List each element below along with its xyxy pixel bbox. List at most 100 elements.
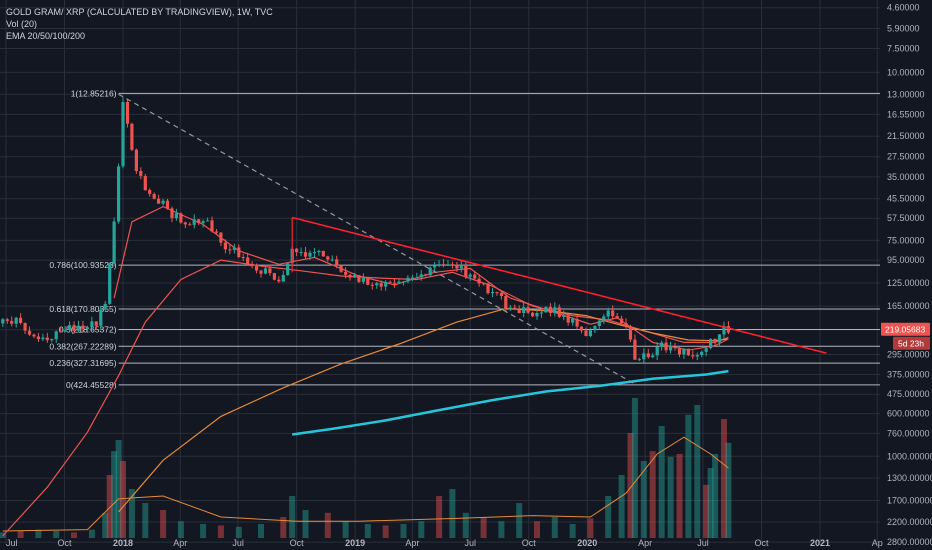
candle-body <box>499 292 503 296</box>
candle-body <box>103 303 107 310</box>
candle-body <box>726 325 730 333</box>
price-tick-label: 475.00000 <box>887 389 930 399</box>
time-tick-label: Jul <box>232 538 244 548</box>
volume-bar <box>53 531 60 538</box>
descending-trend-line <box>292 216 827 354</box>
fibonacci-retracement[interactable]: 1(12.85216) 0.786(100.93523) 0.618(170.803… <box>49 88 880 390</box>
candle-body <box>54 331 58 340</box>
volume-bar <box>516 503 523 538</box>
volume-bar <box>498 521 505 538</box>
volume-bar <box>707 468 714 538</box>
volume-bar <box>569 524 576 538</box>
candle-body <box>152 194 156 199</box>
candle-body <box>277 279 281 282</box>
time-tick-label: Jul <box>6 538 18 548</box>
candle-body <box>517 309 521 313</box>
candle-body <box>81 325 85 329</box>
volume-bar <box>142 503 149 538</box>
candle-body <box>700 351 704 355</box>
time-tick-label: 2019 <box>345 538 365 548</box>
candle-body <box>206 220 210 222</box>
candle-body <box>326 256 330 260</box>
candle-body <box>575 319 579 327</box>
candle-body <box>366 277 370 285</box>
candle-body <box>112 221 116 263</box>
candle-body <box>161 200 165 204</box>
volume-bar <box>160 510 167 538</box>
candle-body <box>59 331 63 333</box>
volume-bar <box>694 405 701 538</box>
candle-body <box>713 338 717 343</box>
price-tick-label: 1300.00000 <box>887 473 932 483</box>
candle-body <box>32 334 36 337</box>
candle-body <box>165 200 170 209</box>
ema-200-line <box>292 369 729 436</box>
candle-body <box>615 316 619 319</box>
volume-bar <box>302 510 309 538</box>
candle-body <box>571 319 575 323</box>
countdown-label: 5d 23h <box>898 339 924 349</box>
symbol-title[interactable]: GOLD GRAM/ XRP (CALCULATED BY TRADINGVIE… <box>6 7 273 17</box>
candle-body <box>72 325 76 331</box>
candle-body <box>437 264 441 266</box>
candle-body <box>579 326 584 331</box>
candle-body <box>482 283 486 285</box>
candle-body <box>664 342 668 351</box>
time-tick-label: Ap <box>872 538 883 548</box>
price-tick-label: 7.50000 <box>887 43 920 53</box>
candle-body <box>263 268 268 274</box>
candle-body <box>117 166 121 222</box>
price-tick-label: 2200.00000 <box>887 517 932 527</box>
time-axis[interactable]: Jul Oct 2018 Apr Jul Oct 2019 Apr Jul Oct 2020 Apr J… <box>6 538 883 548</box>
candle-body <box>464 266 468 277</box>
candle-body <box>330 259 334 261</box>
candle-body <box>473 274 477 279</box>
candle-body <box>388 281 392 283</box>
candle-body <box>197 219 201 224</box>
candle-body <box>704 348 708 352</box>
candle-body <box>433 265 437 268</box>
volume-bar <box>200 524 207 538</box>
candle-body <box>45 337 49 341</box>
candle-body <box>504 296 508 309</box>
fib-level-label: 1(12.85216) <box>71 88 117 98</box>
volume-bar <box>462 512 469 538</box>
candle-body <box>90 321 94 328</box>
candle-body <box>531 312 535 317</box>
candle-body <box>228 249 232 251</box>
time-tick-label: Oct <box>290 538 305 548</box>
candle-body <box>588 330 592 337</box>
candle-body <box>424 274 428 276</box>
candle-body <box>241 257 245 258</box>
volume-bar <box>721 419 727 538</box>
candle-body <box>686 348 690 356</box>
price-axis[interactable]: 4.60000 5.90000 7.50000 10.00000 13.00000 16.… <box>880 0 932 550</box>
price-tick-label: 165.00000 <box>887 301 930 311</box>
candle-body <box>223 242 227 250</box>
candle-body <box>637 359 641 361</box>
price-tick-label: 125.00000 <box>887 278 930 288</box>
candle-body <box>597 320 601 326</box>
ema-indicator-label[interactable]: EMA 20/50/100/200 <box>6 31 86 41</box>
candle-body <box>642 353 646 360</box>
time-tick-label: Oct <box>57 538 72 548</box>
volume-bar <box>115 440 122 538</box>
candle-body <box>495 292 499 294</box>
volume-indicator-label[interactable]: Vol (20) <box>6 19 38 29</box>
trend-lines[interactable] <box>118 93 827 385</box>
price-tick-label: 95.00000 <box>887 255 925 265</box>
candle-body <box>14 317 18 324</box>
candle-body <box>139 171 143 176</box>
volume-bar <box>382 525 389 538</box>
candle-body <box>446 264 450 266</box>
candle-body <box>286 263 290 275</box>
price-tick-label: 4.60000 <box>887 3 920 13</box>
volume-bar <box>667 456 674 538</box>
candle-body <box>170 208 174 218</box>
candle-body <box>660 342 664 347</box>
candle-body <box>237 247 241 257</box>
candle-body <box>130 123 134 150</box>
candle-body <box>628 326 633 340</box>
candle-body <box>375 283 379 286</box>
